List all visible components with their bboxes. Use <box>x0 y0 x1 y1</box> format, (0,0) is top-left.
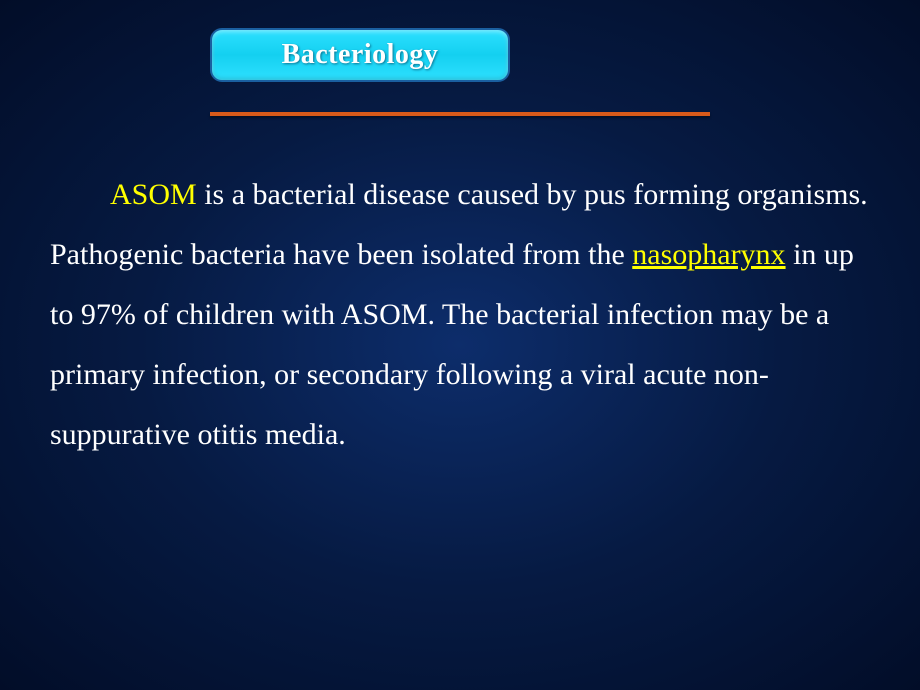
nasopharynx-link[interactable]: nasopharynx <box>632 238 785 271</box>
body-paragraph: ASOM is a bacterial disease caused by pu… <box>50 165 870 465</box>
title-box: Bacteriology <box>210 28 510 82</box>
slide-title: Bacteriology <box>282 39 439 71</box>
title-divider <box>210 112 710 116</box>
highlight-term: ASOM <box>110 178 197 211</box>
body-content: ASOM is a bacterial disease caused by pu… <box>50 165 870 465</box>
